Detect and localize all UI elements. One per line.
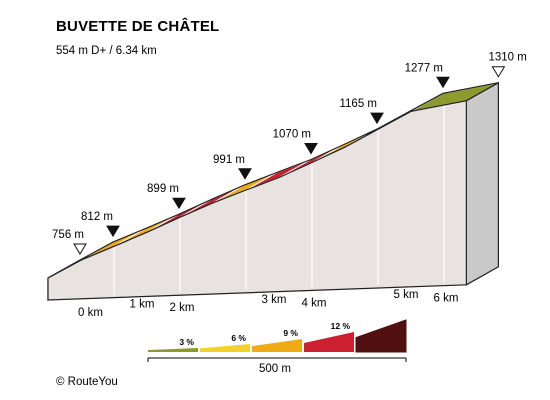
legend-label: 3 % (179, 337, 194, 347)
elevation-marker-icon (172, 197, 186, 210)
elevation-marker-label: 1277 m (405, 62, 443, 74)
elevation-marker-icon (73, 243, 87, 255)
x-tick-label: 6 km (434, 293, 459, 305)
elevation-marker-label: 991 m (213, 154, 245, 166)
elevation-marker-icon (238, 168, 252, 180)
elevation-marker-label: 812 m (81, 211, 113, 223)
elevation-marker-label: 1165 m (339, 98, 377, 110)
profile-ribbon (47, 82, 499, 279)
elevation-marker-label: 756 m (52, 229, 84, 241)
legend-swatch (355, 319, 407, 353)
x-tick-label: 0 km (78, 307, 103, 319)
legend-swatch (200, 344, 250, 352)
gradient-legend: 3 % 6 % 9 % 12 % 500 m (147, 319, 407, 375)
elevation-marker-icon (370, 112, 384, 125)
elevation-marker-label: 1310 m (488, 52, 526, 64)
scale-bar-label: 500 m (259, 363, 291, 375)
profile-front-wall (47, 99, 467, 301)
legend-swatch (252, 339, 302, 352)
routeyou-credit: © RouteYou (56, 376, 118, 388)
elevation-marker-icon (304, 143, 318, 155)
x-tick-label: 1 km (130, 299, 155, 311)
elevation-marker-label: 1070 m (273, 129, 311, 141)
elevation-marker-icon (491, 66, 506, 78)
x-tick-label: 5 km (394, 289, 419, 301)
elevation-markers: 756 m 812 m 899 m 991 m 1070 m 1165 m 1277 m 13… (52, 52, 527, 255)
chart-subtitle: 554 m D+ / 6.34 km (56, 45, 157, 57)
legend-label: 12 % (331, 321, 351, 331)
legend-swatch (148, 348, 198, 352)
x-tick-label: 2 km (170, 302, 195, 314)
distance-axis: 0 km 1 km 2 km 3 km 4 km 5 km 6 km (78, 289, 458, 319)
profile-walls (47, 81, 499, 302)
x-tick-label: 4 km (302, 297, 327, 309)
legend-label: 6 % (231, 333, 246, 343)
profile-ribbon-outline (47, 82, 499, 279)
elevation-marker-icon (436, 76, 450, 89)
legend-label: 9 % (283, 328, 298, 338)
chart-title: BUVETTE DE CHÂTEL (56, 18, 220, 35)
x-tick-label: 3 km (262, 294, 287, 306)
elevation-marker-label: 899 m (147, 183, 179, 195)
profile-end-face (465, 81, 499, 286)
legend-swatch (304, 332, 354, 352)
elevation-marker-icon (106, 225, 120, 238)
